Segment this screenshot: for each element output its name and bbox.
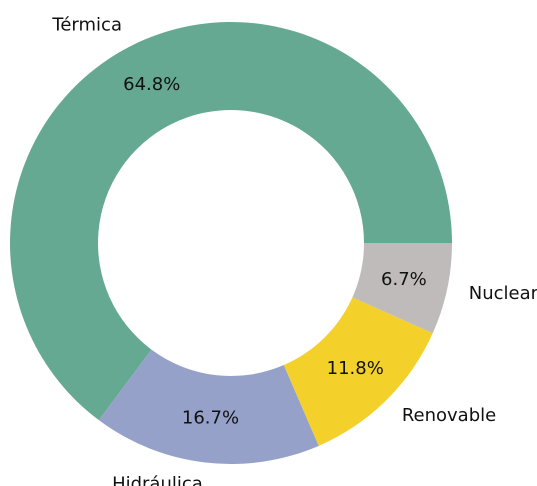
percent-label: 64.8% [123, 74, 180, 95]
slice-label: Renovable [402, 405, 496, 426]
percent-label: 11.8% [327, 358, 384, 379]
donut-slice [98, 349, 319, 465]
donut-slice [283, 297, 433, 446]
slice-label: Nuclear [469, 283, 537, 304]
donut-slice [352, 243, 452, 334]
slice-label: Térmica [51, 15, 122, 36]
percent-label: 16.7% [182, 408, 239, 429]
slice-label: Hidráulica [112, 473, 203, 486]
percent-label: 6.7% [381, 269, 427, 290]
donut-slice [9, 22, 452, 421]
